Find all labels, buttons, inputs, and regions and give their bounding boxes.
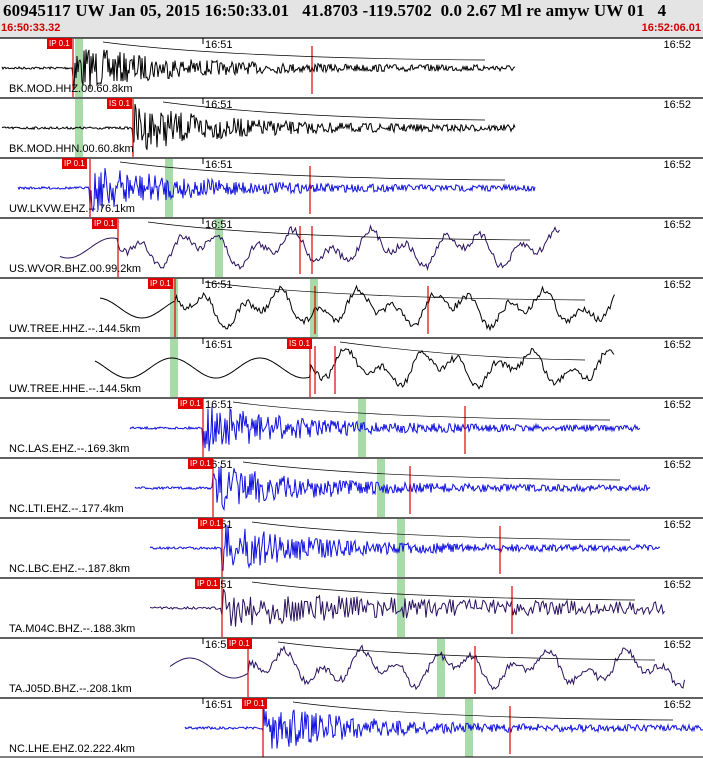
time-tick-label: 16:52 (663, 699, 691, 711)
start-time: 16:50:33.32 (1, 22, 61, 34)
seismogram-trace[interactable] (1, 103, 516, 150)
moveout-curve (292, 701, 674, 721)
trace-row[interactable] (0, 157, 703, 217)
trace-row[interactable] (0, 517, 703, 577)
phase-pick-flag[interactable]: IP 0.1 (198, 518, 223, 529)
time-tick-label: 16:52 (663, 159, 691, 171)
moveout-curve (242, 461, 621, 481)
time-window-marker[interactable] (397, 519, 405, 577)
moveout-curve (162, 101, 486, 121)
time-window-marker[interactable] (437, 639, 445, 697)
time-window-marker[interactable] (215, 219, 223, 277)
seismogram-trace[interactable] (1, 49, 516, 90)
seismogram-trace[interactable] (149, 588, 665, 627)
station-label: NC.LBC.EHZ.--.187.8km (9, 563, 131, 575)
phase-pick-flag[interactable]: IP 0.1 (195, 578, 220, 589)
phase-pick-flag[interactable]: IP 0.1 (242, 698, 267, 709)
trace-row[interactable] (0, 337, 703, 397)
seismogram-trace[interactable] (17, 167, 536, 213)
time-window-marker[interactable] (170, 339, 178, 397)
trace-row[interactable] (0, 217, 703, 277)
time-tick-label: 16:51 (205, 279, 233, 291)
moveout-curve (339, 341, 586, 361)
moveout-curve (251, 521, 631, 541)
station-label: UW.TREE.HHE.--.144.5km (9, 383, 142, 395)
seismogram-trace[interactable] (134, 465, 651, 512)
time-tick-label: 16:52 (663, 99, 691, 111)
station-label: TA.J05D.BHZ.--.208.1km (9, 683, 132, 695)
moveout-curve (277, 641, 656, 661)
time-tick-label: 16:51 (205, 39, 233, 51)
seismogram-trace[interactable] (169, 644, 685, 691)
phase-pick-flag[interactable]: IS 0.1 (107, 98, 132, 109)
station-label: US.WVOR.BHZ.00.99.2km (9, 263, 142, 275)
moveout-curve (147, 221, 531, 241)
time-window-marker[interactable] (170, 279, 178, 337)
phase-pick-flag[interactable]: IP 0.1 (62, 158, 87, 169)
trace-row[interactable] (0, 577, 703, 637)
seismogram-trace[interactable] (94, 347, 615, 390)
station-label: NC.LHE.EHZ.02.222.4km (9, 743, 135, 755)
phase-pick-flag[interactable]: IP 0.1 (92, 218, 117, 229)
time-tick-label: 16:52 (663, 459, 691, 471)
event-header: 60945117 UW Jan 05, 2015 16:50:33.01 41.… (0, 0, 703, 38)
station-label: BK.MOD.HHZ.00.60.8km (9, 83, 133, 95)
time-window-marker[interactable] (397, 579, 405, 637)
station-label: UW.LKVW.EHZ.--.76.1km (9, 203, 135, 215)
time-window-marker[interactable] (310, 279, 318, 337)
seismogram-trace[interactable] (59, 224, 560, 271)
time-window-marker[interactable] (165, 159, 173, 217)
time-tick-label: 16:52 (663, 219, 691, 231)
trace-row[interactable] (0, 637, 703, 697)
trace-row[interactable] (0, 277, 703, 337)
station-label: UW.TREE.HHZ.--.144.5km (9, 323, 141, 335)
phase-pick-flag[interactable]: IP 0.1 (178, 398, 203, 409)
station-label: TA.M04C.BHZ.--.188.3km (9, 623, 136, 635)
trace-row[interactable] (0, 697, 703, 757)
station-label: NC.LAS.EHZ.--.169.3km (9, 443, 130, 455)
time-tick-label: 16:51 (205, 699, 233, 711)
seismogram-trace[interactable] (184, 708, 703, 749)
event-title: 60945117 UW Jan 05, 2015 16:50:33.01 41.… (3, 1, 667, 20)
time-tick-label: 16:52 (663, 579, 691, 591)
time-tick-label: 16:52 (663, 639, 691, 651)
moveout-curve (102, 41, 486, 61)
time-tick-label: 16:51 (205, 339, 233, 351)
end-time: 16:52:06.01 (641, 22, 701, 34)
moveout-curve (251, 581, 636, 601)
time-tick-label: 16:51 (205, 99, 233, 111)
seismogram-trace[interactable] (99, 284, 615, 332)
time-tick-label: 16:51 (205, 399, 233, 411)
time-window-marker[interactable] (75, 39, 83, 97)
trace-row[interactable] (0, 37, 703, 97)
time-tick-label: 16:52 (663, 39, 691, 51)
phase-pick-flag[interactable]: IP 0.1 (148, 278, 173, 289)
station-label: NC.LTI.EHZ.--.177.4km (9, 503, 124, 515)
phase-pick-flag[interactable]: IP 0.1 (227, 638, 252, 649)
time-tick-label: 16:52 (663, 519, 691, 531)
moveout-curve (119, 161, 506, 181)
trace-row[interactable] (0, 397, 703, 457)
seismogram-trace[interactable] (149, 524, 661, 571)
trace-row[interactable] (0, 457, 703, 517)
seismogram-trace[interactable] (129, 406, 641, 452)
phase-pick-flag[interactable]: IS 0.1 (287, 338, 312, 349)
station-label: BK.MOD.HHN.00.60.8km (9, 143, 134, 155)
time-tick-label: 16:51 (205, 159, 233, 171)
time-tick-label: 16:52 (663, 399, 691, 411)
moveout-curve (232, 401, 611, 421)
time-tick-label: 16:51 (205, 639, 233, 651)
moveout-curve (204, 281, 586, 301)
time-tick-label: 16:52 (663, 279, 691, 291)
time-tick-label: 16:51 (205, 219, 233, 231)
phase-pick-flag[interactable]: IP 0.1 (188, 458, 213, 469)
time-tick-label: 16:52 (663, 339, 691, 351)
phase-pick-flag[interactable]: IP 0.1 (47, 38, 72, 49)
